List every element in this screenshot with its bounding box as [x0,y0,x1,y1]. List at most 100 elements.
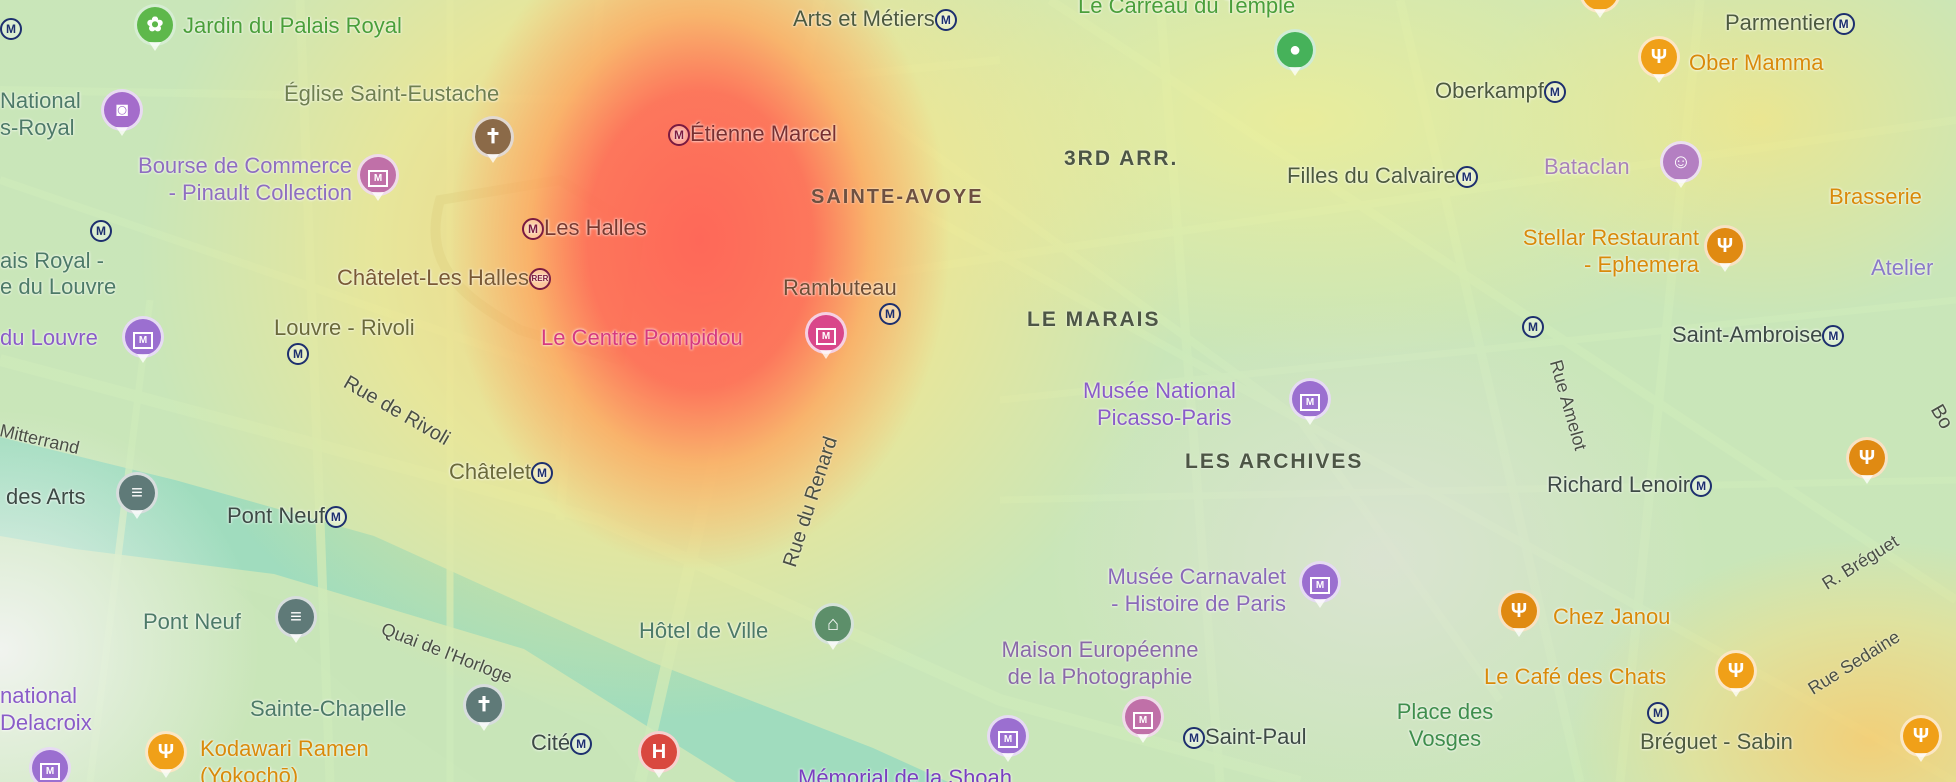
poi-label-line: Musée National [1083,378,1236,403]
station-filles-du-calvaire[interactable]: Filles du Calvaire M [1287,162,1478,189]
park-pin[interactable]: ✿ [134,4,176,56]
station-chatelet[interactable]: Châtelet M [449,458,553,485]
station-etienne-marcel[interactable]: M Étienne Marcel [668,120,837,147]
poi-musee-carnavalet[interactable]: Musée Carnavalet - Histoire de Paris [1107,563,1286,617]
poi-maison-europeenne-photographie[interactable]: Maison Européenne de la Photographie [955,636,1245,690]
station-richard-lenoir[interactable]: Richard Lenoir M [1547,471,1713,498]
metro-icon: M [668,124,690,147]
station-parmentier[interactable]: Parmentier M [1725,9,1855,36]
poi-ober-mamma[interactable]: Ober Mamma [1689,50,1824,75]
poi-centre-pompidou[interactable]: Le Centre Pompidou [541,325,743,350]
poi-musee-picasso[interactable]: Musée National Picasso-Paris [1083,377,1236,431]
poi-label-line: Delacroix [0,710,92,735]
bridge-pin[interactable]: ≡ [275,596,317,648]
hospital-pin[interactable]: H [638,731,680,782]
poi-musee-du-louvre[interactable]: du Louvre [0,325,98,350]
poi-pont-neuf-bridge[interactable]: Pont Neuf [143,609,241,634]
fork-knife-icon: Ψ [1715,650,1757,692]
poi-pont-des-arts[interactable]: des Arts [6,484,86,509]
museum-pin[interactable]: M [122,316,164,368]
station-palais-royal-line1[interactable]: ais Royal - [0,248,104,273]
station-breguet-sabin[interactable]: Bréguet - Sabin [1640,729,1793,754]
metro-icon: M [570,733,593,756]
poi-hotel-de-ville[interactable]: Hôtel de Ville [639,618,769,643]
museum-icon: M [1122,696,1164,738]
poi-delacroix[interactable]: national Delacroix [0,682,92,736]
bridge-pin[interactable]: ≡ [116,472,158,524]
venue-pin[interactable]: ● [1274,29,1316,81]
station-saint-ambroise[interactable]: Saint-Ambroise M [1672,321,1845,348]
poi-label-line: Musée Carnavalet [1107,564,1286,589]
poi-label-line: (Yokochō) [200,763,299,782]
museum-icon: M [357,154,399,196]
gallery-pin[interactable]: ◙ [101,89,143,141]
restaurant-pin[interactable]: Ψ [1579,0,1621,23]
metro-icon[interactable]: M [1522,316,1544,338]
museum-pin[interactable]: M [1289,378,1331,430]
poi-bourse-de-commerce[interactable]: Bourse de Commerce - Pinault Collection [138,152,352,206]
church-pin[interactable]: ✝ [463,684,505,736]
city-hall-icon: ⌂ [812,603,854,645]
museum-pin[interactable]: M [987,715,1029,767]
restaurant-pin[interactable]: Ψ [145,731,187,782]
poi-sainte-chapelle[interactable]: Sainte-Chapelle [250,696,407,721]
restaurant-pin[interactable]: Ψ [1498,590,1540,642]
poi-stellar-restaurant[interactable]: Stellar Restaurant - Ephemera [1523,224,1699,278]
cross-icon: ✝ [463,684,505,726]
metro-icon[interactable]: M [879,303,901,325]
poi-eglise-saint-eustache[interactable]: Église Saint-Eustache [284,81,500,106]
restaurant-pin[interactable]: Ψ [1715,650,1757,702]
station-les-halles[interactable]: M Les Halles [522,214,647,241]
museum-pin[interactable]: M [805,312,847,364]
church-pin[interactable]: ✝ [472,116,514,168]
metro-icon[interactable]: M [0,18,22,40]
station-rambuteau[interactable]: Rambuteau [783,275,897,300]
poi-carreau-du-temple[interactable]: Le Carreau du Temple [1078,0,1296,18]
station-chatelet-les-halles[interactable]: Châtelet-Les Halles RER [337,264,551,291]
poi-memorial-de-la-shoah[interactable]: Mémorial de la Shoah [798,765,1013,782]
bridge-icon: ≡ [275,596,317,638]
rer-icon: RER [528,268,551,291]
museum-pin[interactable]: M [29,747,71,782]
poi-jardin-palais-royal[interactable]: Jardin du Palais Royal [183,13,402,38]
poi-kodawari-ramen[interactable]: Kodawari Ramen (Yokochō) [200,735,369,782]
poi-chez-janou[interactable]: Chez Janou [1553,604,1671,629]
poi-atelier[interactable]: Atelier [1871,255,1934,280]
theatre-pin[interactable]: ☺ [1660,141,1702,193]
station-oberkampf[interactable]: Oberkampf M [1435,77,1566,104]
station-arts-et-metiers[interactable]: Arts et Métiers M [793,5,957,32]
station-saint-paul[interactable]: M Saint-Paul [1183,723,1307,750]
flower-icon: ✿ [134,4,176,46]
city-hall-pin[interactable]: ⌂ [812,603,854,655]
metro-icon[interactable]: M [1647,702,1669,724]
station-label: Saint-Paul [1205,724,1307,749]
museum-pin[interactable]: M [1122,696,1164,748]
metro-icon[interactable]: M [90,220,112,242]
poi-le-cafe-des-chats[interactable]: Le Café des Chats [1484,664,1667,689]
museum-pin[interactable]: M [1299,561,1341,613]
museum-icon: M [122,316,164,358]
station-label: Châtelet [449,459,531,484]
restaurant-pin[interactable]: Ψ [1638,36,1680,88]
station-palais-royal-line2[interactable]: e du Louvre [0,274,117,299]
poi-place-des-vosges[interactable]: Place des Vosges [1385,698,1505,752]
station-pont-neuf[interactable]: Pont Neuf M [227,502,347,529]
museum-pin[interactable]: M [357,154,399,206]
station-label: Les Halles [544,215,647,240]
restaurant-pin[interactable]: Ψ [1900,715,1942,767]
restaurant-pin[interactable]: Ψ [1704,225,1746,277]
poi-national-line2[interactable]: s-Royal [0,115,75,140]
museum-icon: M [29,747,71,782]
metro-icon: M [1832,13,1855,36]
station-cite[interactable]: Cité M [531,729,593,756]
station-label: Oberkampf [1435,78,1544,103]
metro-icon[interactable]: M [287,343,309,365]
station-label: Cité [531,730,571,755]
poi-label-line: Bourse de Commerce [138,153,352,178]
poi-brasserie[interactable]: Brasserie [1829,184,1922,209]
station-louvre-rivoli[interactable]: Louvre - Rivoli [274,315,415,340]
poi-national-line1[interactable]: National [0,88,81,113]
restaurant-pin[interactable]: Ψ [1846,437,1888,489]
poi-bataclan[interactable]: Bataclan [1544,154,1630,179]
